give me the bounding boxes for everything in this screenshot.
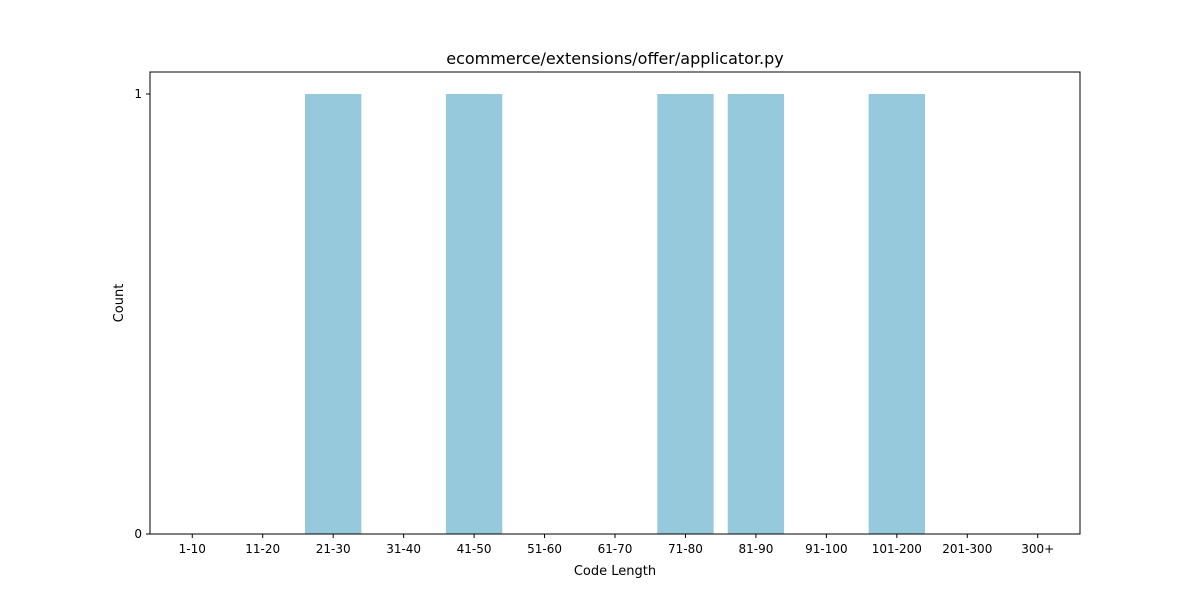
x-tick-label: 81-90 bbox=[738, 542, 773, 556]
y-axis-label: Count bbox=[112, 284, 127, 323]
y-tick-label: 0 bbox=[134, 527, 142, 541]
x-tick-label: 51-60 bbox=[527, 542, 562, 556]
x-tick-label: 61-70 bbox=[598, 542, 633, 556]
y-ticks: 01 bbox=[134, 87, 150, 541]
bar-101-200 bbox=[868, 94, 925, 534]
x-tick-label: 71-80 bbox=[668, 542, 703, 556]
bar-21-30 bbox=[305, 94, 362, 534]
y-tick-label: 1 bbox=[134, 87, 142, 101]
x-tick-label: 101-200 bbox=[872, 542, 922, 556]
x-tick-label: 11-20 bbox=[245, 542, 280, 556]
x-tick-label: 91-100 bbox=[805, 542, 848, 556]
bars-layer bbox=[305, 94, 925, 534]
bar-71-80 bbox=[657, 94, 714, 534]
bar-41-50 bbox=[445, 94, 503, 534]
x-tick-label: 41-50 bbox=[457, 542, 492, 556]
x-tick-label: 300+ bbox=[1021, 542, 1054, 556]
plot-frame bbox=[149, 71, 1081, 535]
x-tick-label: 1-10 bbox=[179, 542, 206, 556]
x-axis-label: Code Length bbox=[574, 564, 656, 579]
x-ticks: 1-10 11-20 21-30 31-40 41-50 51-60 61-70 71-80 8… bbox=[179, 534, 1054, 556]
x-tick-label: 201-300 bbox=[942, 542, 992, 556]
x-tick-label: 31-40 bbox=[386, 542, 421, 556]
chart-title: ecommerce/extensions/offer/applicator.py bbox=[446, 49, 784, 68]
x-tick-label: 21-30 bbox=[316, 542, 351, 556]
bar-81-90 bbox=[727, 94, 785, 534]
